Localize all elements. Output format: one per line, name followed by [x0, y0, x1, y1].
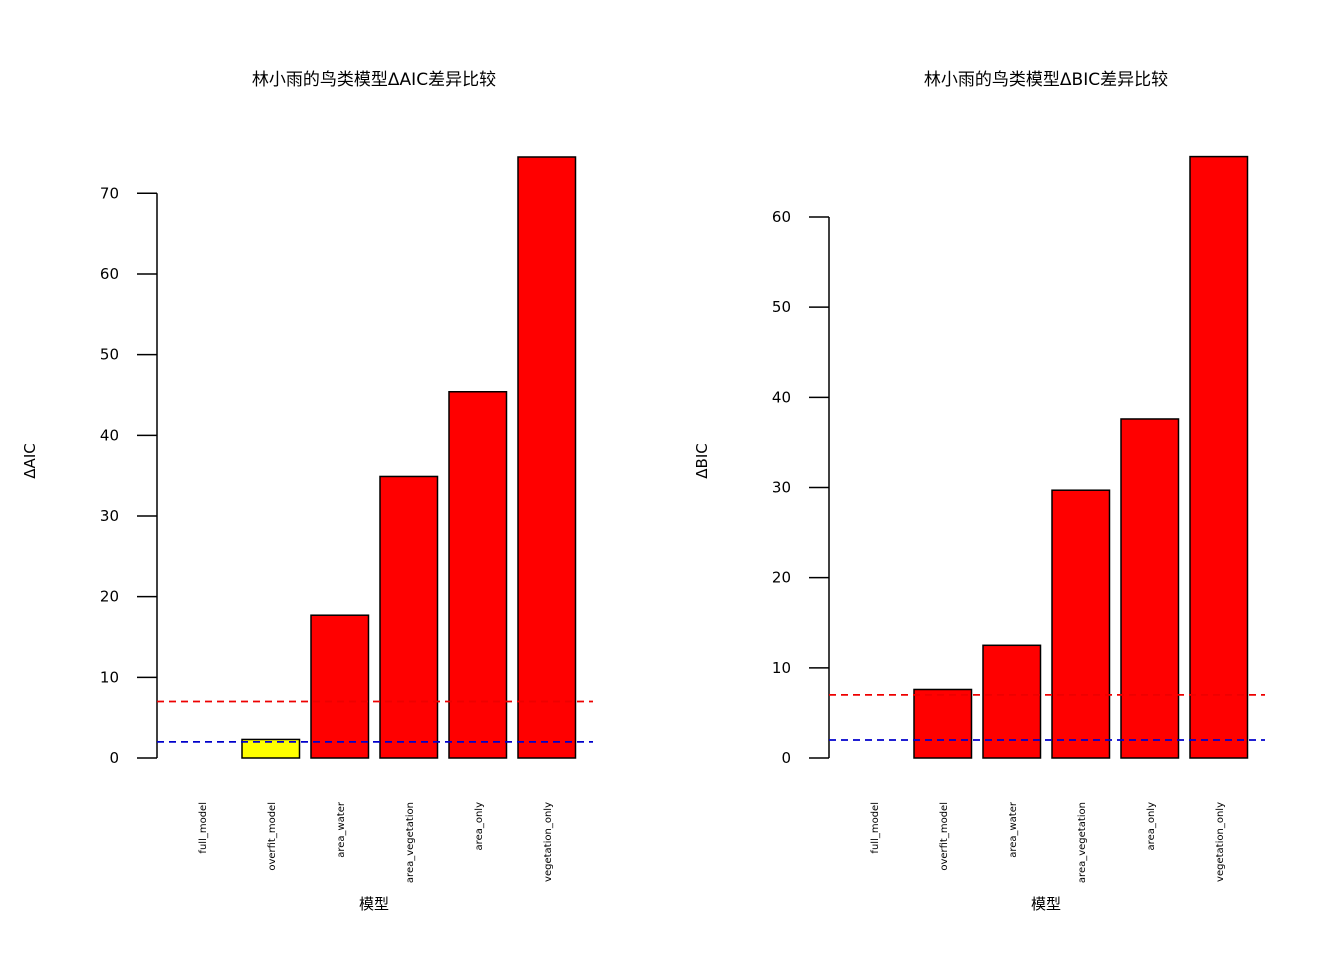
y-tick-label-2-10: 10	[772, 659, 791, 677]
y-tick-label-2-60: 60	[772, 208, 791, 226]
y-axis-label-2: ΔBIC	[693, 443, 711, 478]
x-tick-label-2-area_water: area_water	[1008, 801, 1019, 858]
chart-title-2: 林小雨的鸟类模型ΔBIC差异比较	[924, 70, 1168, 90]
bar-1-area_vegetation	[379, 475, 439, 759]
y-axis-label-1: ΔAIC	[21, 443, 39, 478]
x-tick-label-2-area_only: area_only	[1146, 802, 1157, 851]
x-tick-label-1-overfit_model: overfit_model	[267, 802, 278, 871]
y-tick-label-2-50: 50	[772, 298, 791, 316]
bar-1-overfit_model	[241, 738, 301, 759]
bar-2-vegetation_only	[1189, 155, 1249, 759]
x-tick-label-1-area_vegetation: area_vegetation	[405, 802, 416, 883]
y-tick-label-1-0: 0	[109, 749, 119, 767]
chart-title-1: 林小雨的鸟类模型ΔAIC差异比较	[252, 70, 496, 90]
x-tick-label-1-vegetation_only: vegetation_only	[543, 802, 554, 882]
y-tick-label-2-0: 0	[781, 749, 791, 767]
x-tick-label-2-area_vegetation: area_vegetation	[1077, 802, 1088, 883]
x-tick-label-1-area_water: area_water	[336, 801, 347, 858]
bar-1-area_only	[448, 391, 508, 759]
bar-2-area_vegetation	[1051, 489, 1111, 759]
bar-2-area_water	[982, 644, 1042, 759]
y-tick-label-1-10: 10	[100, 668, 119, 686]
y-tick-label-2-20: 20	[772, 569, 791, 587]
bar-1-vegetation_only	[517, 156, 577, 759]
x-axis-label-1: 模型	[359, 895, 389, 913]
y-tick-label-1-50: 50	[100, 346, 119, 364]
x-tick-label-1-area_only: area_only	[474, 802, 485, 851]
bar-1-area_water	[310, 614, 370, 759]
x-axis-label-2: 模型	[1031, 895, 1061, 913]
x-tick-label-2-full_model: full_model	[870, 802, 881, 854]
x-tick-label-1-full_model: full_model	[198, 802, 209, 854]
y-tick-label-2-30: 30	[772, 479, 791, 497]
x-tick-label-2-vegetation_only: vegetation_only	[1215, 802, 1226, 882]
y-tick-label-1-70: 70	[100, 184, 119, 202]
x-tick-label-2-overfit_model: overfit_model	[939, 802, 950, 871]
y-tick-label-1-60: 60	[100, 265, 119, 283]
y-tick-label-1-30: 30	[100, 507, 119, 525]
y-tick-label-1-20: 20	[100, 588, 119, 606]
bar-2-area_only	[1120, 418, 1180, 759]
bar-2-overfit_model	[913, 688, 973, 759]
y-tick-label-1-40: 40	[100, 426, 119, 444]
y-tick-label-2-40: 40	[772, 388, 791, 406]
